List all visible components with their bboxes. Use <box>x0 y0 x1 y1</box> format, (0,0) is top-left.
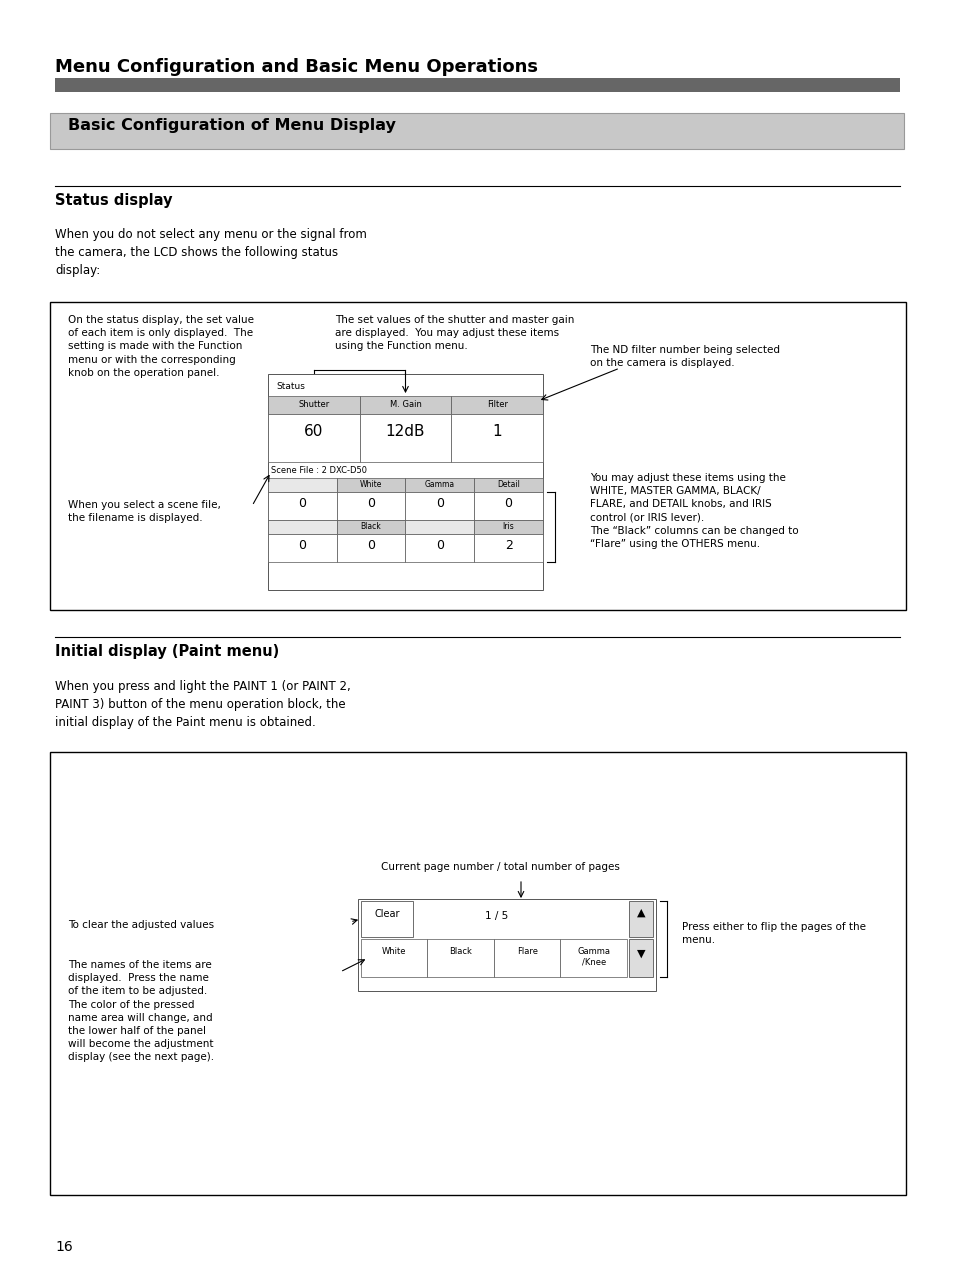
Bar <box>451 396 542 414</box>
Text: 1 / 5: 1 / 5 <box>485 911 508 921</box>
Text: Menu Configuration and Basic Menu Operations: Menu Configuration and Basic Menu Operat… <box>55 59 537 76</box>
Text: 0: 0 <box>367 497 375 510</box>
Bar <box>451 414 542 462</box>
Bar <box>268 534 336 562</box>
Text: Basic Configuration of Menu Display: Basic Configuration of Menu Display <box>68 118 395 132</box>
Bar <box>268 375 542 590</box>
Text: 0: 0 <box>298 497 306 510</box>
Bar <box>405 492 474 520</box>
Bar <box>50 752 905 1195</box>
Text: Flare: Flare <box>517 947 537 956</box>
Bar <box>55 78 899 92</box>
Text: Status: Status <box>275 382 305 391</box>
Bar <box>474 520 542 534</box>
Bar <box>405 520 474 534</box>
Bar <box>359 396 451 414</box>
Bar <box>336 534 405 562</box>
Text: Gamma: Gamma <box>424 480 455 489</box>
Bar <box>405 478 474 492</box>
Bar <box>474 478 542 492</box>
Bar <box>336 492 405 520</box>
Bar <box>268 520 336 534</box>
Text: To clear the adjusted values: To clear the adjusted values <box>68 920 213 930</box>
Text: You may adjust these items using the
WHITE, MASTER GAMMA, BLACK/
FLARE, and DETA: You may adjust these items using the WHI… <box>589 473 798 549</box>
Text: Current page number / total number of pages: Current page number / total number of pa… <box>380 862 618 871</box>
Text: Black: Black <box>360 522 381 531</box>
Text: When you select a scene file,
the filename is displayed.: When you select a scene file, the filena… <box>68 499 221 524</box>
Bar <box>474 492 542 520</box>
Bar <box>268 492 336 520</box>
Text: When you do not select any menu or the signal from
the camera, the LCD shows the: When you do not select any menu or the s… <box>55 228 367 276</box>
Text: Press either to flip the pages of the
menu.: Press either to flip the pages of the me… <box>681 922 865 945</box>
Text: 0: 0 <box>298 539 306 552</box>
Bar <box>360 901 413 936</box>
Text: Iris: Iris <box>502 522 514 531</box>
Bar <box>336 520 405 534</box>
Text: Black: Black <box>449 947 472 956</box>
Text: Clear: Clear <box>374 910 399 919</box>
Text: Scene File : 2 DXC-D50: Scene File : 2 DXC-D50 <box>271 466 367 475</box>
Bar <box>357 899 656 991</box>
Text: On the status display, the set value
of each item is only displayed.  The
settin: On the status display, the set value of … <box>68 315 253 378</box>
Text: M. Gain: M. Gain <box>389 400 421 409</box>
Text: 0: 0 <box>436 539 443 552</box>
Text: ▲: ▲ <box>636 908 644 919</box>
Text: 1: 1 <box>492 424 501 440</box>
Bar <box>628 939 652 977</box>
Text: Shutter: Shutter <box>298 400 329 409</box>
Text: 0: 0 <box>367 539 375 552</box>
Bar <box>474 534 542 562</box>
Text: 16: 16 <box>55 1240 72 1254</box>
Bar <box>494 939 560 977</box>
Text: 2: 2 <box>504 539 512 552</box>
Text: When you press and light the PAINT 1 (or PAINT 2,
PAINT 3) button of the menu op: When you press and light the PAINT 1 (or… <box>55 680 351 729</box>
Bar <box>50 302 905 610</box>
Bar <box>427 939 494 977</box>
Text: White: White <box>359 480 382 489</box>
Text: 0: 0 <box>504 497 512 510</box>
Text: Status display: Status display <box>55 192 172 208</box>
Bar <box>360 939 427 977</box>
Text: ▼: ▼ <box>636 949 644 959</box>
Text: 0: 0 <box>436 497 443 510</box>
Bar <box>359 414 451 462</box>
Text: White: White <box>381 947 406 956</box>
Bar <box>405 534 474 562</box>
Text: The ND filter number being selected
on the camera is displayed.: The ND filter number being selected on t… <box>589 345 780 368</box>
Bar <box>268 414 359 462</box>
Text: Detail: Detail <box>497 480 519 489</box>
Text: Initial display (Paint menu): Initial display (Paint menu) <box>55 643 279 659</box>
Text: The names of the items are
displayed.  Press the name
of the item to be adjusted: The names of the items are displayed. Pr… <box>68 961 213 1063</box>
Text: 60: 60 <box>304 424 323 440</box>
Bar <box>560 939 626 977</box>
Text: The set values of the shutter and master gain
are displayed.  You may adjust the: The set values of the shutter and master… <box>335 315 574 352</box>
Text: Filter: Filter <box>486 400 507 409</box>
Bar <box>268 396 359 414</box>
Bar <box>336 478 405 492</box>
Bar <box>50 113 903 149</box>
Bar <box>628 901 652 936</box>
Bar <box>268 478 336 492</box>
Text: 12dB: 12dB <box>385 424 425 440</box>
Text: Gamma
/Knee: Gamma /Knee <box>577 947 610 967</box>
